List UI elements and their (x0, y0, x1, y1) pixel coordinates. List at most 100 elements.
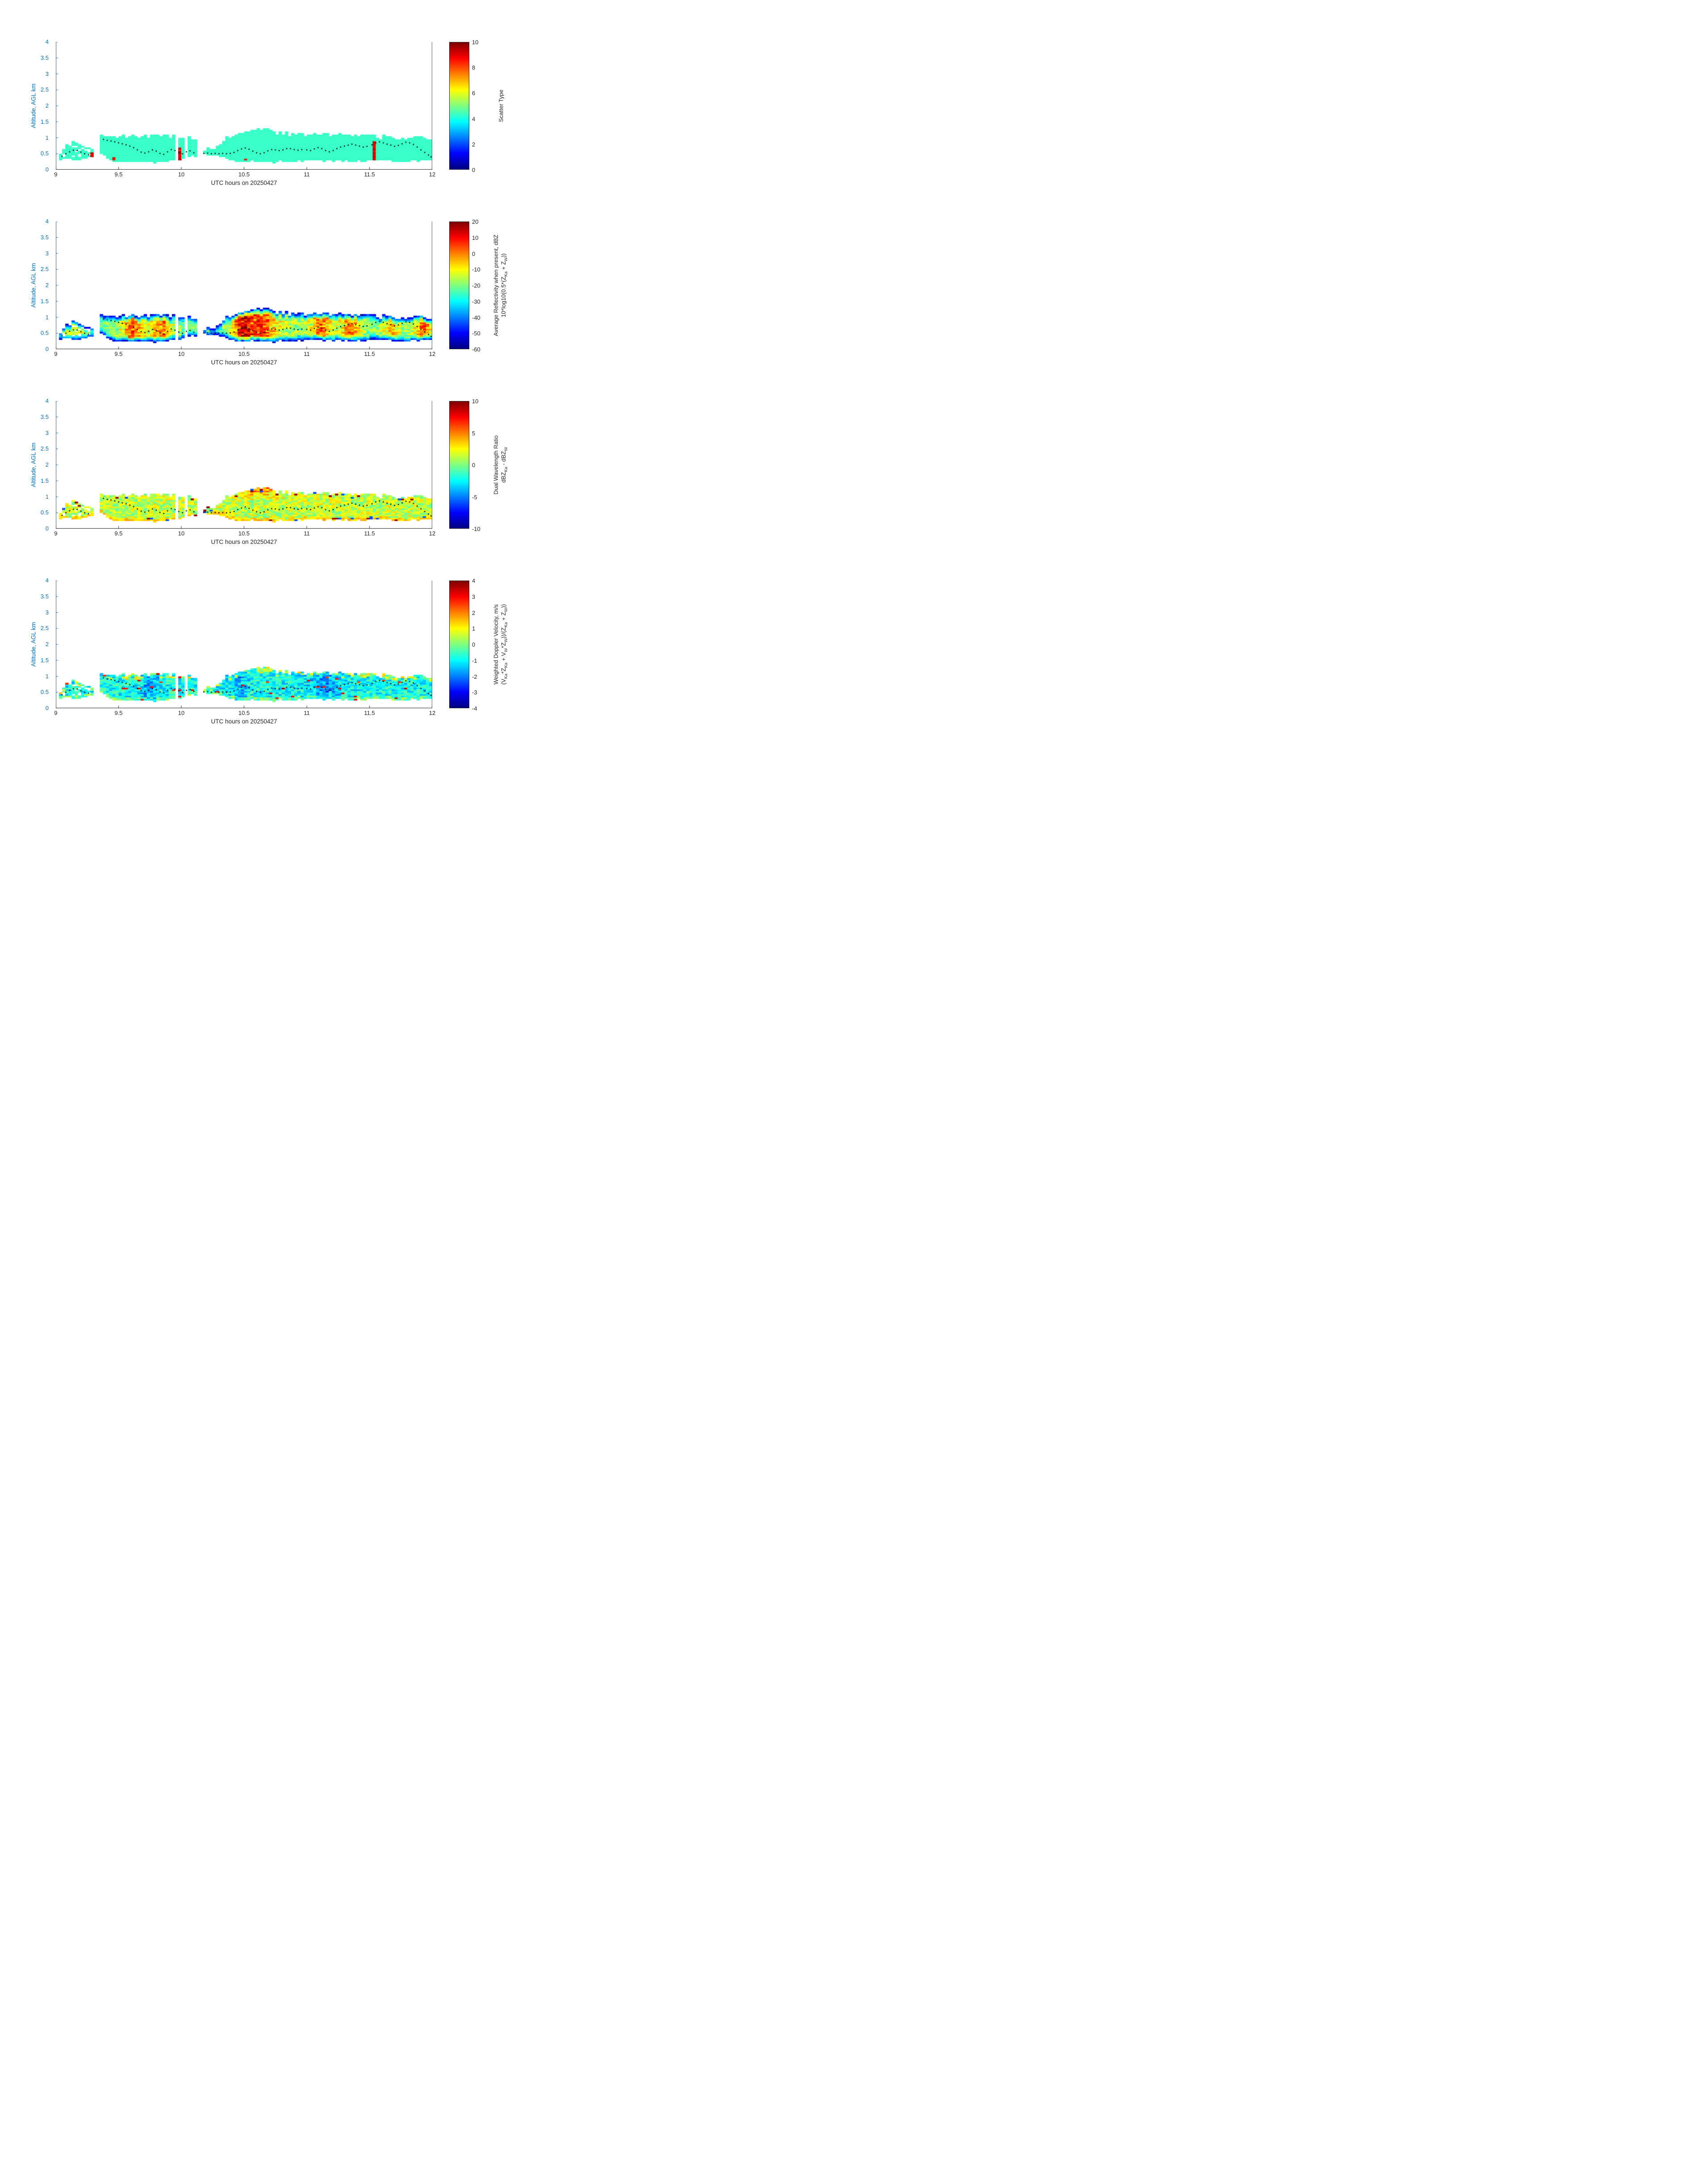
x-tick-label: 11 (304, 351, 310, 357)
colorbar-tick-label: 5 (472, 430, 476, 437)
heatmap-canvas (56, 221, 432, 349)
x-tick-label: 11.5 (364, 171, 375, 178)
y-tick-label: 3 (45, 609, 49, 616)
x-tick-label: 12 (429, 351, 436, 357)
y-tick-labels: 0 0.5 1 1.5 2 2.5 3 3.5 4 (0, 577, 52, 711)
y-tick-label: 0.5 (40, 509, 49, 516)
y-tick-label: 2.5 (40, 266, 49, 273)
colorbar-tick-label: -4 (472, 705, 477, 712)
y-tick-label: 3.5 (40, 54, 49, 61)
figure: Altitude, AGL km 0 0.5 1 1.5 2 2.5 3 3.5 4 9 9.5 1… (0, 0, 569, 726)
x-tick-label: 9.5 (114, 171, 123, 178)
colorbar-label-line: (VKa*ZKa + VW*ZW))/(ZKa + ZW)) (500, 604, 509, 685)
colorbar-label-line: Scatter Type (497, 89, 505, 122)
colorbar-tick-label: 6 (472, 90, 476, 97)
x-tick-label: 12 (429, 710, 436, 716)
colorbar-tick-label: 0 (472, 250, 476, 257)
x-tick-label: 10.5 (238, 530, 250, 537)
x-tick-label: 9.5 (114, 530, 123, 537)
y-tick-label: 3 (45, 70, 49, 77)
y-tick-label: 1.5 (40, 656, 49, 664)
colorbar (449, 581, 469, 708)
y-tick-label: 4 (45, 577, 49, 584)
y-tick-label: 3 (45, 250, 49, 257)
x-tick-label: 12 (429, 171, 436, 178)
colorbar-tick-label: 0 (472, 641, 476, 648)
colorbar-tick-labels: -60 -50 -40 -30 -20 -10 0 10 20 (472, 218, 493, 353)
y-tick-label: 0.5 (40, 689, 49, 696)
y-tick-label: 2 (45, 461, 49, 468)
colorbar-label-line: Average Reflectivity when present, dBZ (493, 234, 500, 336)
x-axis-label: UTC hours on 20250427 (211, 359, 277, 366)
plot-area (56, 581, 432, 708)
colorbar-tick-label: -2 (472, 673, 477, 680)
heatmap-canvas (56, 581, 432, 708)
colorbar (449, 221, 469, 349)
x-tick-labels: 9 9.5 10 10.5 11 11.5 12 (54, 710, 435, 718)
y-tick-label: 4 (45, 218, 49, 225)
y-tick-label: 1 (45, 493, 49, 500)
colorbar-tick-label: 4 (472, 577, 476, 584)
colorbar-tick-label: 8 (472, 64, 476, 71)
colorbar-tick-label: 1 (472, 625, 476, 632)
x-tick-label: 10 (178, 171, 185, 178)
chart-panel-weighted_doppler_velocity: Altitude, AGL km 0 0.5 1 1.5 2 2.5 3 3.5 4 9 9.5 1… (0, 577, 569, 759)
x-tick-label: 9 (54, 351, 58, 357)
y-tick-label: 2.5 (40, 86, 49, 93)
colorbar-tick-label: -30 (472, 298, 480, 305)
colorbar-label-line: dBZKa - dBZW (500, 447, 509, 483)
colorbar-tick-label: -3 (472, 689, 477, 696)
x-tick-label: 11 (304, 710, 310, 716)
x-tick-label: 11.5 (364, 351, 375, 357)
y-tick-label: 3.5 (40, 413, 49, 420)
colorbar-label: Average Reflectivity when present, dBZ 10… (492, 234, 510, 336)
x-tick-label: 10.5 (238, 351, 250, 357)
y-tick-label: 2.5 (40, 445, 49, 452)
y-tick-label: 3 (45, 429, 49, 436)
y-tick-label: 0.5 (40, 330, 49, 337)
plot-area (56, 42, 432, 170)
y-tick-label: 4 (45, 38, 49, 45)
x-tick-labels: 9 9.5 10 10.5 11 11.5 12 (54, 530, 435, 538)
colorbar-tick-label: 0 (472, 462, 476, 468)
x-tick-label: 11.5 (364, 530, 375, 537)
x-tick-label: 9 (54, 530, 58, 537)
x-tick-label: 9 (54, 710, 58, 716)
colorbar-tick-labels: 0 2 4 6 8 10 (472, 39, 493, 173)
x-tick-label: 11 (304, 171, 310, 178)
y-tick-labels: 0 0.5 1 1.5 2 2.5 3 3.5 4 (0, 218, 52, 352)
chart-panel-reflectivity: Altitude, AGL km 0 0.5 1 1.5 2 2.5 3 3.5 4 9 9.5 1… (0, 218, 569, 400)
colorbar-tick-label: -60 (472, 346, 480, 353)
y-tick-label: 1 (45, 134, 49, 141)
y-tick-label: 1 (45, 673, 49, 680)
x-tick-label: 10 (178, 530, 185, 537)
colorbar-tick-label: 20 (472, 218, 479, 225)
plot-area (56, 401, 432, 529)
y-tick-label: 1 (45, 313, 49, 321)
y-tick-label: 1.5 (40, 118, 49, 125)
y-tick-label: 0 (45, 525, 49, 532)
colorbar-tick-label: -10 (472, 266, 480, 273)
y-tick-label: 1.5 (40, 297, 49, 305)
colorbar-label-line: 10*log10(0.5*(ZKa + ZW)) (500, 253, 509, 318)
y-tick-label: 3.5 (40, 593, 49, 600)
y-tick-label: 2.5 (40, 625, 49, 632)
colorbar-tick-label: 2 (472, 141, 476, 148)
x-tick-label: 11 (304, 530, 310, 537)
heatmap-canvas (56, 42, 432, 170)
x-tick-label: 10 (178, 351, 185, 357)
colorbar-tick-label: 2 (472, 609, 476, 616)
colorbar-tick-label: -20 (472, 282, 480, 289)
y-tick-label: 2 (45, 282, 49, 288)
heatmap-canvas (56, 401, 432, 529)
x-tick-label: 10.5 (238, 171, 250, 178)
x-tick-label: 10.5 (238, 710, 250, 716)
chart-panel-scatter_type: Altitude, AGL km 0 0.5 1 1.5 2 2.5 3 3.5 4 9 9.5 1… (0, 38, 569, 221)
x-axis-label: UTC hours on 20250427 (211, 718, 277, 725)
y-tick-labels: 0 0.5 1 1.5 2 2.5 3 3.5 4 (0, 38, 52, 173)
y-tick-label: 0 (45, 166, 49, 173)
colorbar-tick-label: 3 (472, 593, 476, 600)
colorbar (449, 42, 469, 170)
colorbar-tick-label: -5 (472, 493, 477, 501)
y-tick-label: 0 (45, 346, 49, 352)
